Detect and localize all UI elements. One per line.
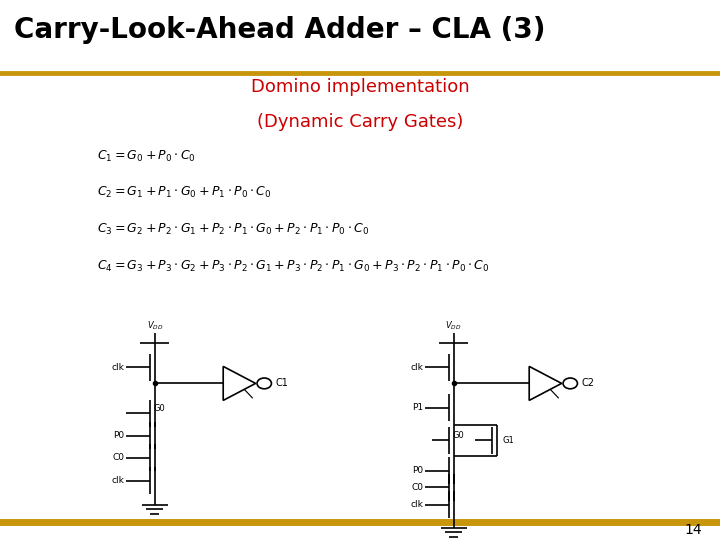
Text: $V_{DD}$: $V_{DD}$ [147, 320, 163, 332]
Text: $C_1 = G_0 + P_0 \cdot C_0$: $C_1 = G_0 + P_0 \cdot C_0$ [97, 148, 196, 164]
Circle shape [563, 378, 577, 389]
Text: C0: C0 [112, 454, 125, 462]
Text: $V_{DD}$: $V_{DD}$ [446, 320, 462, 332]
Text: clk: clk [410, 363, 423, 372]
Polygon shape [223, 366, 256, 401]
Text: $C_3 = G_2 + P_2 \cdot G_1 + P_2 \cdot P_1 \cdot G_0 + P_2 \cdot P_1 \cdot P_0 \: $C_3 = G_2 + P_2 \cdot G_1 + P_2 \cdot P… [97, 222, 369, 237]
Text: P0: P0 [114, 431, 125, 440]
Text: $C_2 = G_1 + P_1 \cdot G_0 + P_1 \cdot P_0 \cdot C_0$: $C_2 = G_1 + P_1 \cdot G_0 + P_1 \cdot P… [97, 185, 271, 200]
Text: P0: P0 [413, 467, 423, 475]
Text: G1: G1 [503, 436, 514, 444]
Text: clk: clk [410, 501, 423, 509]
Text: G0: G0 [452, 431, 464, 440]
Circle shape [257, 378, 271, 389]
Text: Domino implementation: Domino implementation [251, 78, 469, 96]
Text: (Dynamic Carry Gates): (Dynamic Carry Gates) [257, 113, 463, 131]
Text: C1: C1 [275, 379, 288, 388]
Text: P1: P1 [413, 403, 423, 412]
Polygon shape [529, 366, 562, 401]
Text: clk: clk [112, 476, 125, 485]
Text: C0: C0 [411, 483, 423, 491]
Text: $C_4 = G_3 + P_3 \cdot G_2 + P_3 \cdot P_2 \cdot G_1 + P_3 \cdot P_2 \cdot P_1 \: $C_4 = G_3 + P_3 \cdot G_2 + P_3 \cdot P… [97, 259, 490, 274]
Text: 14: 14 [685, 523, 702, 537]
Text: C2: C2 [581, 379, 594, 388]
Text: G0: G0 [153, 404, 165, 413]
Text: Carry-Look-Ahead Adder – CLA (3): Carry-Look-Ahead Adder – CLA (3) [14, 16, 546, 44]
Text: clk: clk [112, 363, 125, 372]
